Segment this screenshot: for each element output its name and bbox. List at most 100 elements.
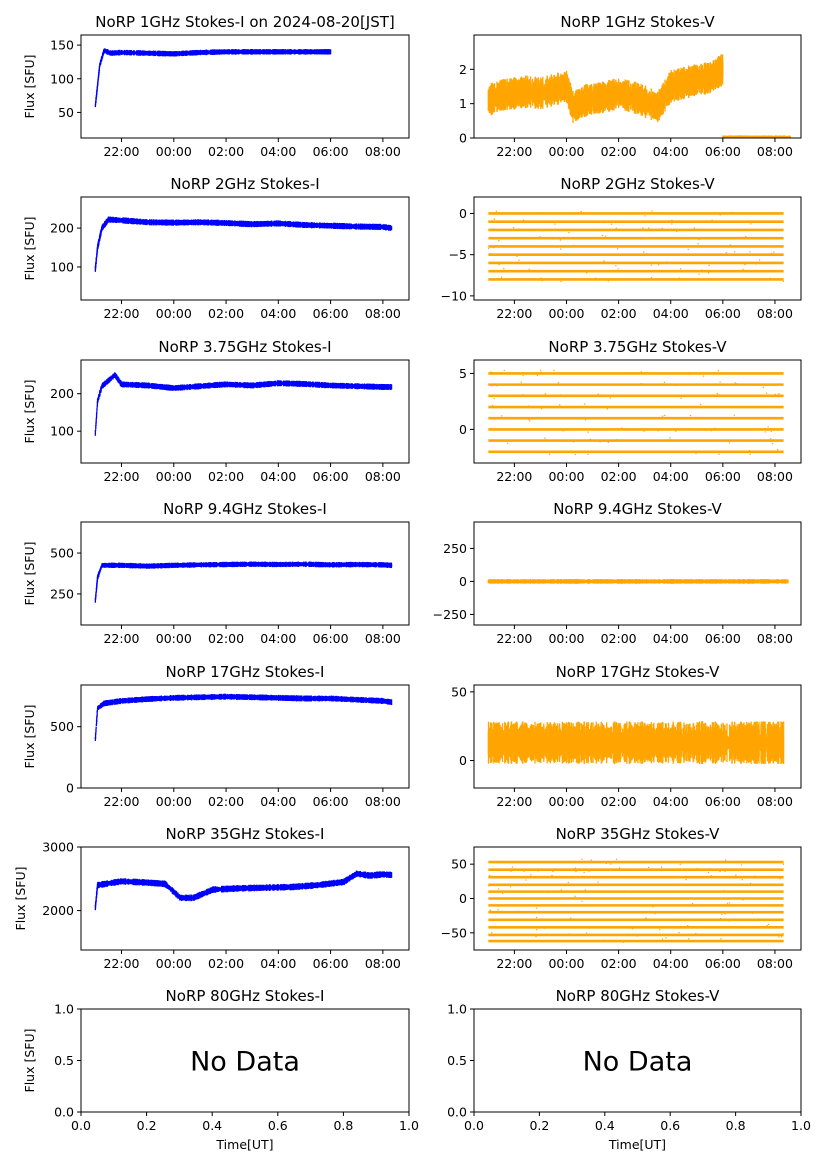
x-tick-label: 06:00 — [705, 306, 741, 321]
data-point — [617, 271, 619, 273]
data-point — [693, 237, 696, 240]
y-axis-label: Flux [SFU] — [22, 55, 37, 119]
x-tick-label: 02:00 — [208, 306, 244, 321]
data-point — [518, 259, 520, 261]
axes-frame — [473, 34, 802, 139]
data-point — [497, 271, 499, 273]
data-point — [651, 210, 653, 212]
data-point — [661, 227, 663, 230]
data-point — [698, 273, 700, 275]
x-tick-label: 08:00 — [365, 306, 401, 321]
x-tick-label: 06:00 — [705, 144, 741, 159]
data-point — [617, 268, 619, 270]
data-point — [541, 279, 543, 282]
series-0 — [94, 216, 393, 272]
x-tick-label: 22:00 — [496, 306, 532, 321]
panel-title: NoRP 2GHz Stokes-V — [560, 175, 715, 193]
data-point — [556, 246, 558, 248]
data-point — [542, 236, 544, 239]
data-point — [650, 276, 653, 279]
x-tick-label: 02:00 — [601, 306, 637, 321]
data-point — [731, 211, 734, 214]
data-point — [680, 268, 682, 270]
x-tick-label: 04:00 — [260, 306, 296, 321]
data-point — [495, 210, 498, 212]
data-point — [641, 238, 643, 240]
data-point — [687, 248, 689, 251]
data-point — [615, 265, 617, 267]
data-point — [571, 278, 573, 280]
data-point — [749, 251, 751, 253]
x-tick-label: 04:00 — [653, 144, 689, 159]
data-point — [588, 245, 591, 248]
x-tick-label: 06:00 — [313, 306, 349, 321]
data-point — [564, 253, 567, 255]
data-point — [768, 229, 771, 231]
x-tick-label: 02:00 — [208, 144, 244, 159]
data-point — [601, 234, 604, 237]
data-point — [528, 268, 530, 270]
data-point — [573, 244, 575, 247]
y-tick-label: 0 — [459, 131, 467, 146]
data-point — [745, 235, 747, 238]
data-point — [559, 248, 562, 250]
data-point — [679, 261, 682, 264]
data-point — [500, 212, 502, 215]
plot-area — [94, 216, 393, 272]
plot-area — [94, 372, 393, 436]
x-tick-label: 22:00 — [103, 306, 139, 321]
plot-area — [487, 210, 785, 283]
data-point — [546, 270, 549, 272]
data-point — [497, 212, 499, 214]
x-tick-label: 08:00 — [757, 306, 793, 321]
data-point — [527, 270, 530, 272]
data-point — [575, 270, 577, 273]
data-point — [492, 228, 494, 230]
x-tick-label: 08:00 — [365, 144, 401, 159]
axes-frame — [80, 196, 410, 301]
data-point — [580, 210, 582, 213]
data-point — [594, 277, 597, 279]
y-tick-label: 100 — [50, 259, 74, 274]
x-tick-label: 04:00 — [653, 306, 689, 321]
data-point — [671, 219, 673, 222]
plot-area — [94, 48, 332, 108]
data-point — [509, 228, 512, 231]
y-tick-label: 2 — [459, 62, 467, 77]
data-point — [776, 262, 778, 264]
data-point — [733, 251, 736, 253]
data-point — [643, 251, 645, 253]
data-point — [729, 244, 731, 246]
data-point — [671, 223, 673, 225]
data-point — [773, 251, 775, 253]
data-point — [498, 239, 500, 242]
x-tick-label: 02:00 — [601, 144, 637, 159]
y-tick-label: 150 — [50, 38, 74, 53]
data-point — [742, 268, 744, 271]
data-point — [512, 226, 515, 229]
data-point — [648, 227, 650, 229]
data-point — [586, 272, 588, 274]
data-point — [675, 230, 678, 233]
data-point — [655, 212, 658, 214]
y-tick-label: 100 — [50, 71, 74, 86]
data-point — [765, 229, 768, 231]
data-point — [584, 279, 587, 281]
y-tick-label: −10 — [441, 288, 467, 303]
data-point — [603, 221, 605, 224]
data-point — [604, 235, 607, 237]
x-tick-label: 00:00 — [156, 306, 192, 321]
panel-1ghz-i: NoRP 1GHz Stokes-I on 2024-08-20[JST] Flu… — [22, 13, 410, 159]
panel-title: NoRP 2GHz Stokes-I — [170, 175, 319, 193]
data-point — [758, 259, 761, 261]
data-point — [615, 227, 618, 230]
data-point — [657, 264, 660, 266]
data-point — [616, 248, 619, 250]
data-point — [607, 280, 610, 282]
data-point — [711, 219, 713, 221]
axes-frame — [80, 34, 410, 139]
data-point — [541, 246, 543, 248]
data-point — [644, 215, 646, 217]
y-tick-label: 0 — [459, 206, 467, 221]
